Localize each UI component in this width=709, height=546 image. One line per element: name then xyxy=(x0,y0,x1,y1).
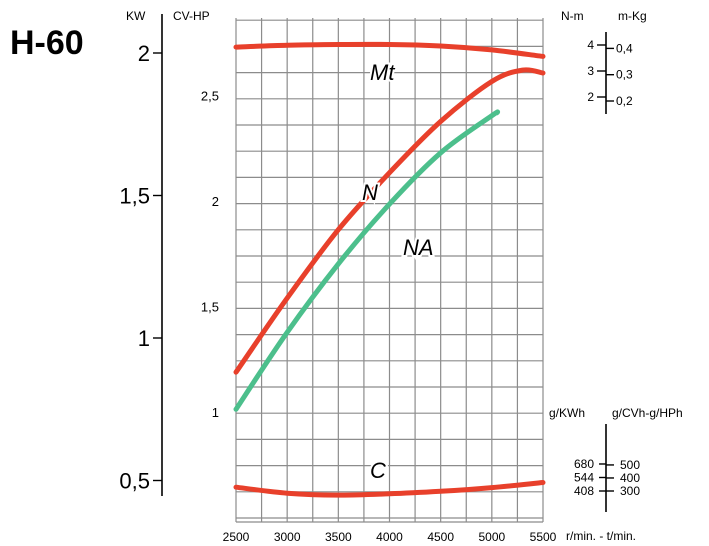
x-tick-label: 4000 xyxy=(376,530,403,544)
kw-tick-label: 2 xyxy=(138,41,150,66)
consumption-gcvh-tick-label: 500 xyxy=(620,458,640,472)
consumption-gkwh-tick-label: 680 xyxy=(574,457,594,471)
series-line-n xyxy=(233,67,546,375)
cv-tick-label: 2 xyxy=(212,194,219,209)
x-tick-label: 4500 xyxy=(427,530,454,544)
torque-mkg-tick-label: 0,3 xyxy=(616,68,633,82)
kw-tick-label: 0,5 xyxy=(119,469,150,494)
torque-nm-tick-label: 4 xyxy=(587,38,594,52)
cv-tick-label: 1 xyxy=(212,405,219,420)
consumption-gcvh-tick-label: 300 xyxy=(620,484,640,498)
cv-tick-label: 2,5 xyxy=(201,89,219,104)
kw-axis-unit: KW xyxy=(126,9,146,23)
chart-title: H-60 xyxy=(10,24,84,62)
series-label-n: N xyxy=(362,180,378,205)
consumption-gkwh-unit: g/KWh xyxy=(549,406,585,420)
cv-tick-label: 1,5 xyxy=(201,300,219,315)
kw-tick-label: 1,5 xyxy=(119,184,150,209)
series-label-mt: Mt xyxy=(370,60,395,85)
x-tick-label: 5000 xyxy=(478,530,505,544)
torque-nm-tick-label: 2 xyxy=(587,90,594,104)
torque-nm-unit: N-m xyxy=(561,9,584,23)
series-line-mt xyxy=(233,41,546,59)
series-label-na: NA xyxy=(403,235,434,260)
x-tick-label: 5500 xyxy=(530,530,557,544)
series-line-c xyxy=(233,480,546,498)
torque-mkg-tick-label: 0,4 xyxy=(616,41,633,55)
series-line-na xyxy=(233,109,501,412)
consumption-gkwh-tick-label: 544 xyxy=(574,470,594,484)
x-axis-label: r/min. - t/min. xyxy=(566,529,636,543)
torque-mkg-tick-label: 0,2 xyxy=(616,94,633,108)
consumption-gcvh-tick-label: 400 xyxy=(620,471,640,485)
x-tick-label: 2500 xyxy=(223,530,250,544)
consumption-gcvh-unit: g/CVh-g/HPh xyxy=(612,406,683,420)
x-tick-label: 3000 xyxy=(274,530,301,544)
torque-mkg-unit: m-Kg xyxy=(618,9,647,23)
consumption-gkwh-tick-label: 408 xyxy=(574,484,594,498)
torque-nm-tick-label: 3 xyxy=(587,64,594,78)
x-tick-label: 3500 xyxy=(325,530,352,544)
kw-tick-label: 1 xyxy=(138,326,150,351)
cv-axis-unit: CV-HP xyxy=(173,9,210,23)
series-label-c: C xyxy=(370,458,386,483)
